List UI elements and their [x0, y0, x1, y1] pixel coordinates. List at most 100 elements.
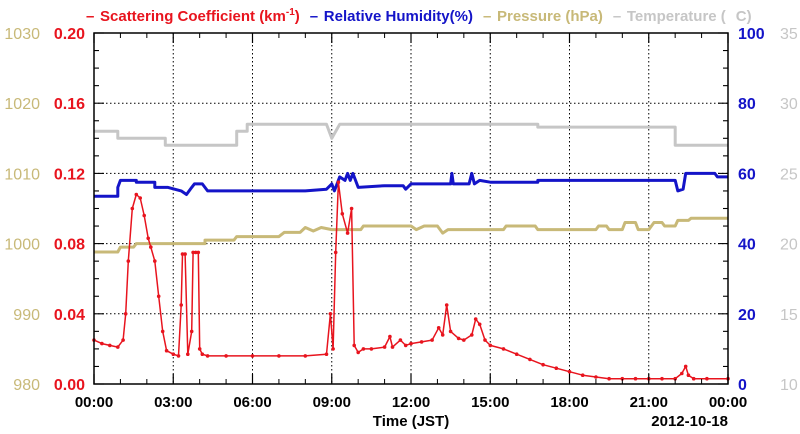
- data-point: [333, 250, 338, 255]
- data-point: [180, 252, 185, 256]
- data-point: [488, 343, 493, 348]
- data-point: [528, 357, 532, 362]
- legend-label: Pressure (hPa): [497, 8, 603, 25]
- x-tick-labels: 00:00 03:00 06:00 09:00 12:00 15:00 18:00 21:00…: [75, 394, 747, 411]
- series-layer: [92, 122, 730, 381]
- data-point: [108, 343, 112, 348]
- data-point: [153, 259, 157, 263]
- data-point: [156, 294, 161, 299]
- data-point: [349, 206, 354, 211]
- legend-dash: –: [613, 8, 621, 25]
- y-tick-label-temperature: 20: [780, 237, 798, 254]
- y-tick-label-pressure: 1000: [4, 237, 40, 254]
- data-point: [164, 348, 169, 353]
- y-tick-label-scattering: 0.20: [54, 26, 85, 43]
- y-tick-label-humidity: 40: [738, 237, 756, 254]
- data-point: [331, 347, 335, 351]
- y-tick-label-temperature: 30: [780, 96, 798, 113]
- data-point: [388, 334, 392, 339]
- legend-label: Relative Humidity(%): [324, 8, 473, 25]
- data-point: [186, 352, 190, 357]
- y-tick-label-temperature: 10: [780, 377, 798, 394]
- data-point: [477, 322, 482, 327]
- x-tick-label: 15:00: [471, 394, 509, 411]
- y-tick-label-pressure: 1030: [4, 26, 40, 43]
- data-point: [607, 376, 611, 381]
- y-tick-label-humidity: 20: [738, 307, 756, 324]
- x-axis-label: Time (JST): [373, 413, 449, 430]
- data-point: [369, 347, 374, 351]
- data-point: [121, 338, 125, 342]
- data-point: [382, 345, 387, 349]
- data-point: [130, 206, 135, 211]
- legend-item: – Relative Humidity(%): [310, 8, 473, 25]
- grid: [94, 33, 728, 384]
- y-tick-label-temperature: 15: [780, 307, 798, 324]
- date-label: 2012-10-18: [651, 413, 728, 430]
- data-point: [171, 352, 176, 357]
- data-point: [470, 333, 474, 337]
- data-point: [440, 333, 445, 337]
- data-point: [691, 376, 696, 381]
- y-tick-label-temperature: 35: [780, 26, 798, 43]
- y-tick-label-pressure: 1020: [4, 96, 40, 113]
- x-tick-label: 12:00: [392, 394, 430, 411]
- data-point: [436, 326, 441, 330]
- data-point: [193, 250, 198, 255]
- data-point: [456, 336, 461, 341]
- y-tick-label-scattering: 0.00: [54, 377, 85, 394]
- data-point: [361, 347, 366, 351]
- data-point: [116, 345, 120, 349]
- y-tick-label-humidity: 0: [738, 377, 747, 394]
- data-point: [554, 366, 559, 371]
- data-point: [673, 376, 677, 381]
- legend-item: – Pressure (hPa): [483, 8, 603, 25]
- y-tick-label-pressure: 990: [13, 307, 40, 324]
- data-point: [123, 312, 128, 316]
- y-tick-label-scattering: 0.16: [54, 96, 85, 113]
- data-point: [633, 376, 638, 381]
- x-tick-label: 03:00: [154, 394, 192, 411]
- data-point: [390, 345, 395, 349]
- x-tick-label: 21:00: [630, 394, 668, 411]
- data-point: [683, 364, 688, 369]
- data-point: [448, 329, 453, 334]
- data-point: [430, 338, 434, 342]
- data-point: [345, 231, 350, 235]
- y-tick-label-pressure: 980: [13, 377, 40, 394]
- data-point: [398, 338, 403, 342]
- data-point: [336, 180, 341, 184]
- data-point: [328, 312, 333, 316]
- y-tick-label-scattering: 0.04: [54, 307, 85, 324]
- data-point: [191, 250, 195, 255]
- data-point: [197, 347, 202, 351]
- y-tick-label-pressure: 1010: [4, 166, 40, 183]
- x-tick-label: 18:00: [550, 394, 588, 411]
- data-point: [138, 196, 142, 200]
- legend-item: – Scattering Coefficient (km-1): [86, 7, 300, 25]
- data-point: [686, 373, 691, 378]
- data-point: [352, 343, 357, 348]
- data-point: [409, 341, 413, 346]
- data-point: [277, 354, 281, 358]
- data-point: [680, 371, 684, 376]
- legend-dash: –: [310, 8, 318, 25]
- data-point: [501, 347, 506, 351]
- y-tick-label-scattering: 0.08: [54, 237, 85, 254]
- legend: – Scattering Coefficient (km-1) – Relative …: [86, 7, 752, 25]
- data-point: [660, 376, 664, 381]
- data-point: [196, 250, 201, 255]
- data-point: [444, 303, 449, 307]
- data-point: [224, 354, 228, 358]
- data-point: [200, 352, 205, 357]
- data-point: [356, 350, 361, 355]
- y-tick-label-scattering: 0.12: [54, 166, 85, 183]
- data-point: [176, 354, 181, 358]
- data-point: [567, 369, 572, 374]
- legend-dash: –: [86, 8, 94, 25]
- data-point: [594, 375, 598, 379]
- data-point: [126, 259, 131, 263]
- legend-dash: –: [483, 8, 491, 25]
- legend-label: Scattering Coefficient (km-1): [100, 7, 300, 25]
